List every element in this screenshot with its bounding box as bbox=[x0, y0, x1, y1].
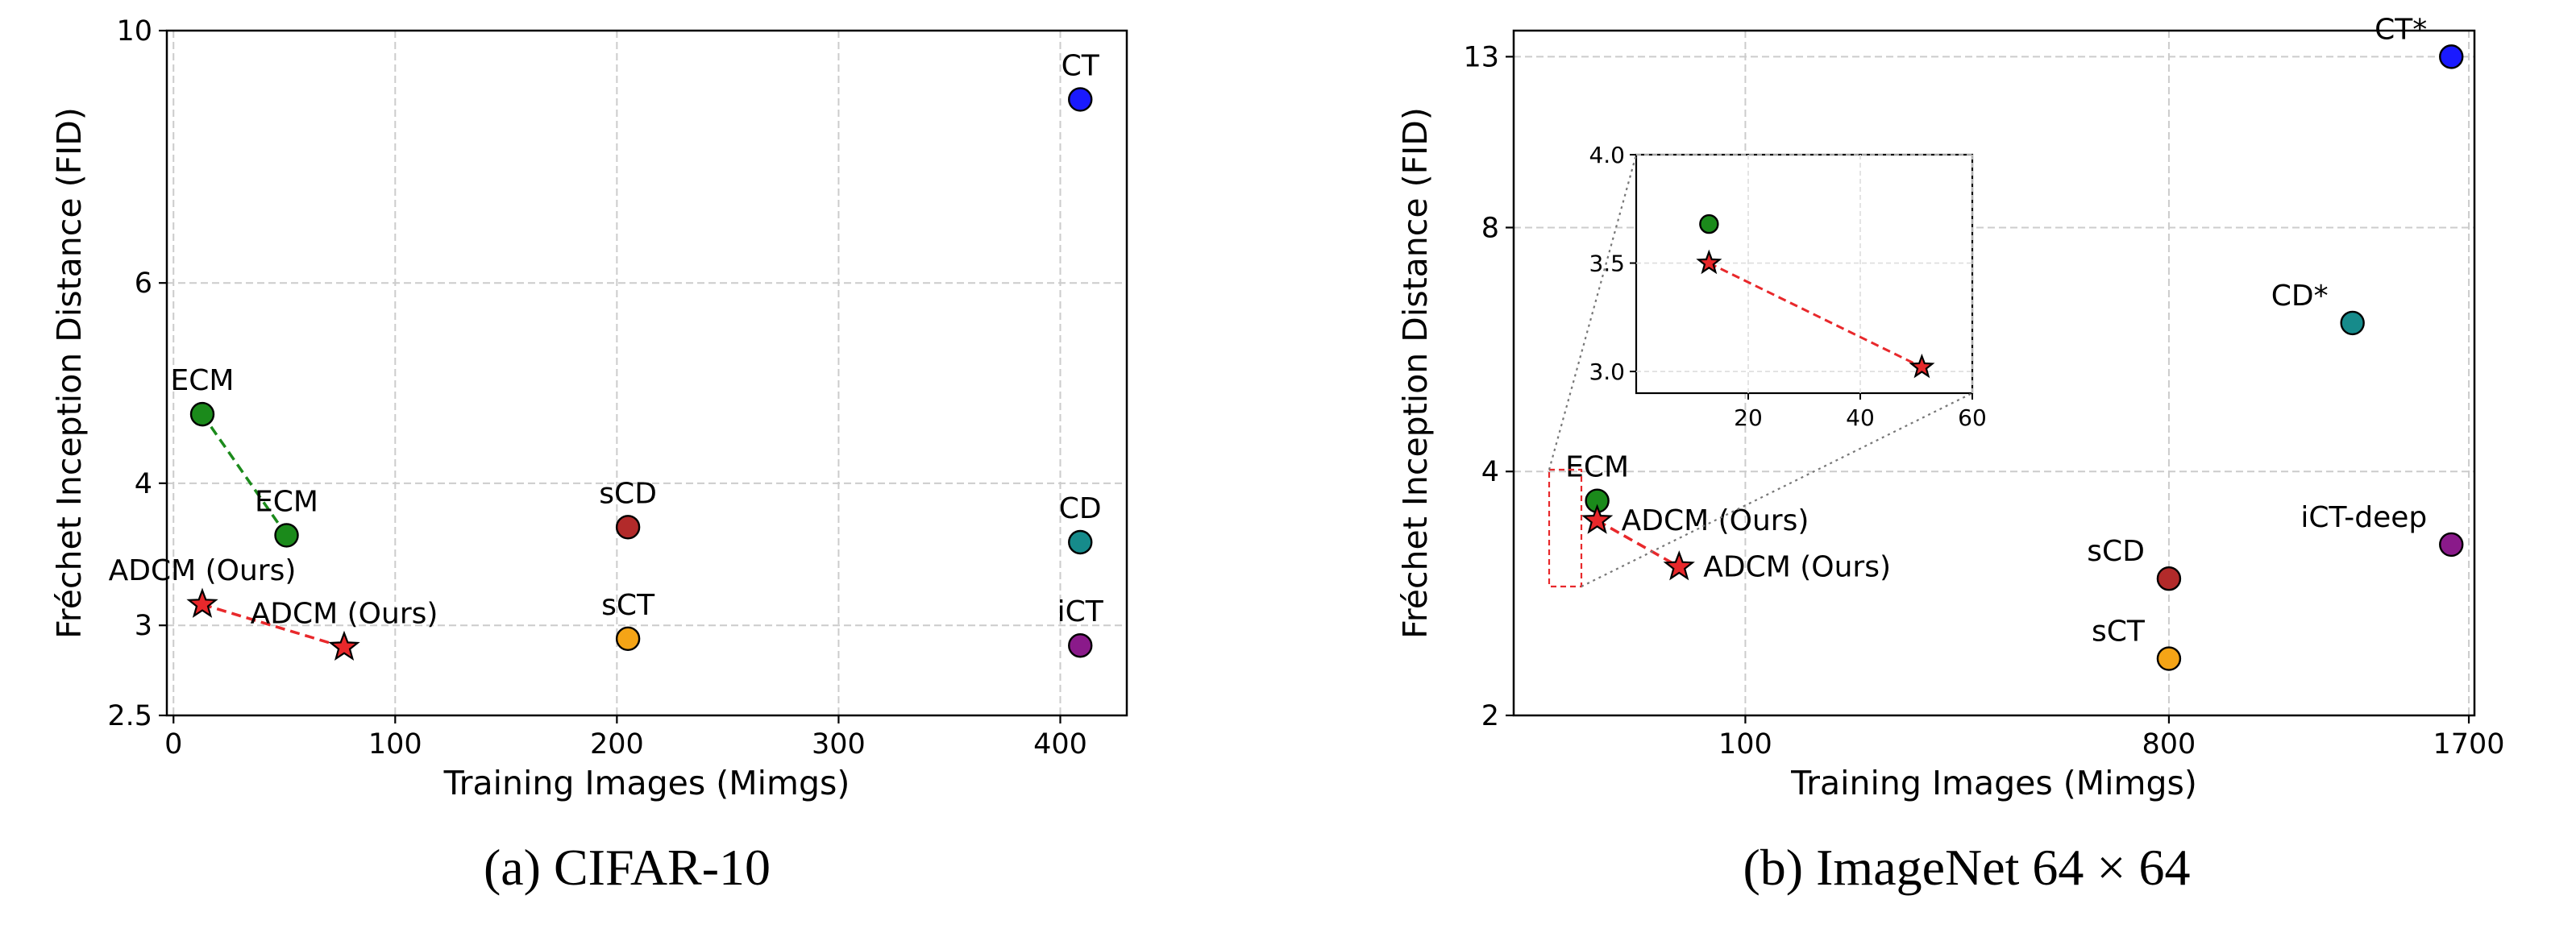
y-tick-label: 2.5 bbox=[107, 700, 152, 732]
data-point bbox=[2156, 566, 2182, 591]
y-tick-label: 4 bbox=[135, 468, 152, 500]
data-label: sCT bbox=[2092, 616, 2146, 649]
y-tick-label: 6 bbox=[135, 267, 152, 300]
y-tick-label: 2 bbox=[1481, 700, 1499, 732]
data-label: CT* bbox=[2374, 13, 2427, 46]
series-connector bbox=[1596, 519, 1681, 569]
data-label: CD bbox=[1059, 492, 1102, 525]
data-label: ECM bbox=[171, 364, 235, 397]
data-point bbox=[274, 523, 299, 548]
data-label: ADCM (Ours) bbox=[1703, 551, 1891, 584]
data-point bbox=[186, 587, 218, 618]
plot-frame bbox=[1512, 29, 2476, 717]
x-axis-label: Training Images (Mimgs) bbox=[443, 764, 850, 802]
x-tick-label: 100 bbox=[1718, 728, 1772, 761]
x-tick-label: 0 bbox=[164, 728, 182, 761]
inset-y-tick-label: 3.0 bbox=[1589, 359, 1625, 385]
inset-x-tick-label: 40 bbox=[1846, 404, 1875, 431]
data-label: ADCM (Ours) bbox=[251, 597, 438, 630]
chart-imagenet64: 100 800 1700 2 4 8 13 Training Images (Mimgs) Fr… bbox=[1396, 13, 2505, 802]
data-point bbox=[1581, 504, 1614, 534]
data-point bbox=[328, 630, 360, 661]
chart-cifar10: 0 100 200 300 400 2.5 3 4 6 10 Training Images (Mi… bbox=[50, 15, 1128, 802]
data-label: iCT bbox=[1057, 595, 1104, 628]
inset-data-point bbox=[1699, 213, 1719, 234]
data-point bbox=[2156, 646, 2182, 671]
inset-y-tick-label: 4.0 bbox=[1589, 142, 1625, 168]
data-point bbox=[1068, 529, 1093, 555]
data-label: CD* bbox=[2271, 280, 2329, 313]
series-connector bbox=[201, 413, 288, 537]
data-point bbox=[615, 626, 641, 651]
y-tick-label: 10 bbox=[116, 15, 152, 48]
data-label: sCD bbox=[599, 477, 657, 510]
inset-connector bbox=[1581, 392, 1973, 587]
x-tick-label: 300 bbox=[812, 728, 866, 761]
inset-x-tick-label: 20 bbox=[1734, 404, 1763, 431]
inset-y-tick-label: 3.5 bbox=[1589, 251, 1625, 277]
caption-a: (a) CIFAR-10 bbox=[484, 839, 771, 896]
zoom-region bbox=[1548, 468, 1583, 588]
y-tick-label: 3 bbox=[135, 610, 152, 642]
data-label: sCD bbox=[2087, 535, 2145, 568]
caption-b: (b) ImageNet 64 × 64 bbox=[1743, 839, 2190, 896]
data-label: ADCM (Ours) bbox=[109, 554, 297, 587]
data-label: ECM bbox=[255, 485, 318, 518]
data-label: ECM bbox=[1565, 451, 1629, 484]
y-axis-label: Fréchet Inception Distance (FID) bbox=[50, 107, 89, 639]
data-point bbox=[1068, 633, 1093, 658]
data-point bbox=[2439, 44, 2464, 69]
y-tick-label: 13 bbox=[1463, 41, 1499, 73]
plot-frame bbox=[165, 29, 1128, 717]
data-point bbox=[2439, 532, 2464, 558]
data-point bbox=[615, 515, 641, 540]
inset-data-point bbox=[1909, 353, 1935, 379]
inset-frame bbox=[1635, 153, 1974, 395]
inset-x-tick-label: 60 bbox=[1958, 404, 1987, 431]
data-point bbox=[189, 401, 215, 427]
data-label: sCT bbox=[601, 589, 655, 622]
inset-series-connector bbox=[1708, 262, 1923, 369]
data-label: iCT-deep bbox=[2300, 501, 2427, 534]
data-point bbox=[1068, 87, 1093, 112]
inset-data-point bbox=[1696, 249, 1722, 275]
series-connector bbox=[202, 603, 345, 649]
y-axis-label: Fréchet Inception Distance (FID) bbox=[1396, 107, 1435, 639]
data-point bbox=[2340, 310, 2365, 336]
x-axis-label: Training Images (Mimgs) bbox=[1790, 764, 2197, 802]
x-tick-label: 100 bbox=[368, 728, 422, 761]
inset-connector bbox=[1548, 154, 1638, 470]
x-tick-label: 200 bbox=[590, 728, 644, 761]
y-tick-label: 8 bbox=[1481, 212, 1499, 244]
data-point bbox=[1663, 550, 1695, 581]
x-tick-label: 800 bbox=[2142, 728, 2196, 761]
y-tick-label: 4 bbox=[1481, 456, 1499, 488]
x-tick-label: 400 bbox=[1033, 728, 1087, 761]
data-label: CT bbox=[1062, 49, 1100, 82]
x-tick-label: 1700 bbox=[2433, 728, 2505, 761]
